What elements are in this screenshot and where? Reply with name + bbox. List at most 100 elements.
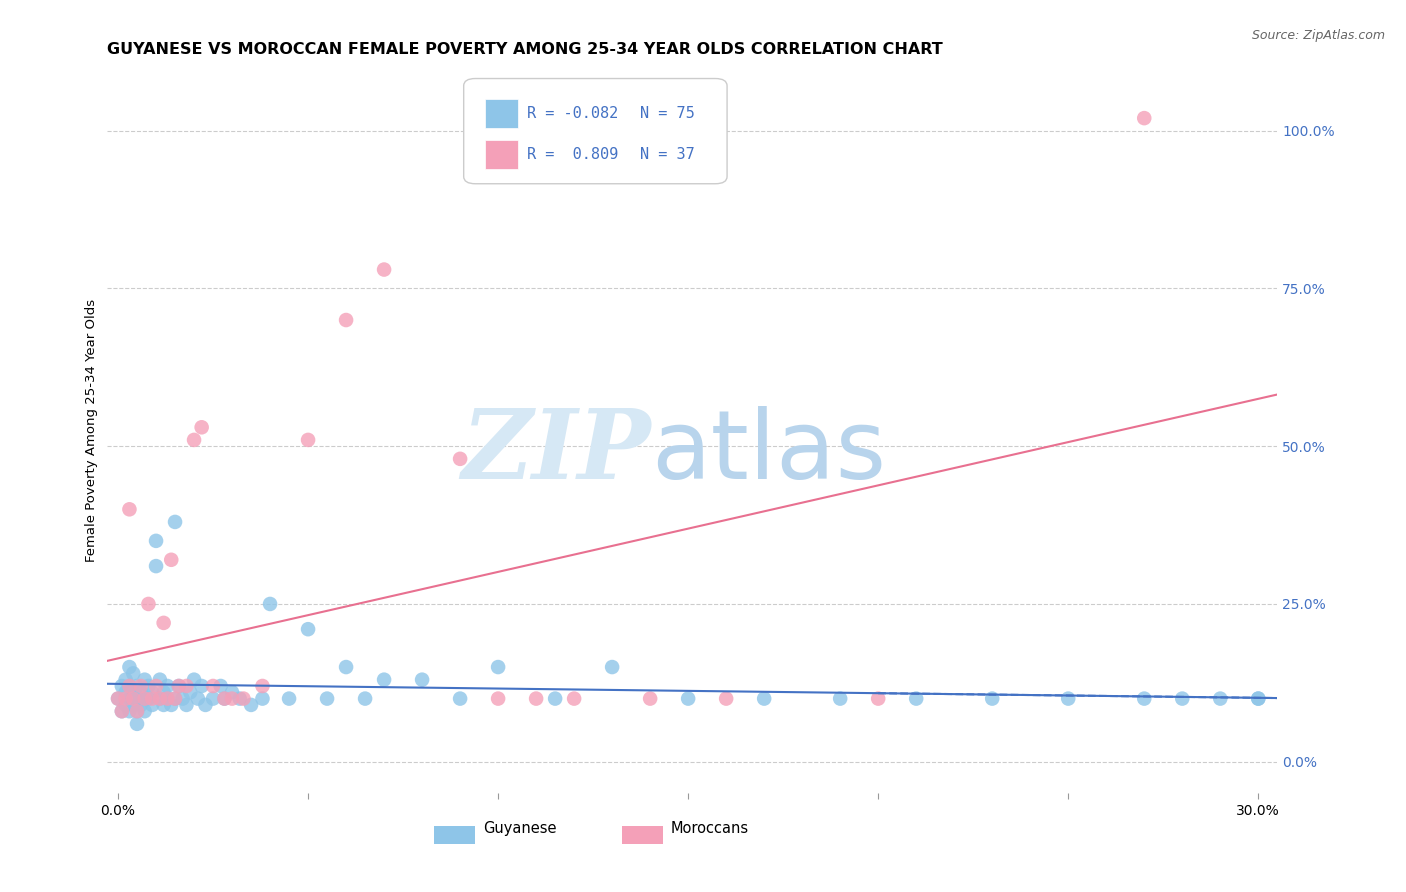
- Point: [165, 515, 187, 529]
- Point: [122, 691, 145, 706]
- Point: [141, 698, 163, 712]
- Point: [145, 533, 167, 548]
- Text: N = 75: N = 75: [641, 106, 695, 120]
- Point: [486, 660, 509, 674]
- Point: [1133, 691, 1156, 706]
- Point: [165, 691, 187, 706]
- Point: [202, 679, 225, 693]
- Point: [754, 691, 776, 706]
- Point: [1171, 691, 1194, 706]
- Point: [1247, 691, 1270, 706]
- Point: [125, 716, 148, 731]
- Point: [449, 691, 471, 706]
- Point: [129, 685, 152, 699]
- Point: [152, 615, 174, 630]
- Point: [221, 691, 243, 706]
- Point: [335, 313, 357, 327]
- Point: [232, 691, 254, 706]
- Point: [981, 691, 1004, 706]
- Point: [111, 704, 134, 718]
- Point: [638, 691, 661, 706]
- Point: [118, 502, 141, 516]
- Point: [149, 691, 172, 706]
- Point: [562, 691, 585, 706]
- Point: [114, 685, 136, 699]
- Point: [114, 673, 136, 687]
- Point: [125, 704, 148, 718]
- Text: R = -0.082: R = -0.082: [527, 106, 619, 120]
- Point: [187, 691, 209, 706]
- FancyBboxPatch shape: [464, 78, 727, 184]
- Point: [252, 679, 274, 693]
- Point: [600, 660, 623, 674]
- Point: [129, 698, 152, 712]
- Point: [160, 553, 183, 567]
- Point: [138, 679, 160, 693]
- Text: Moroccans: Moroccans: [671, 821, 749, 836]
- Bar: [434, 826, 475, 844]
- Point: [179, 685, 201, 699]
- Text: Guyanese: Guyanese: [484, 821, 557, 836]
- Point: [107, 691, 129, 706]
- Point: [138, 597, 160, 611]
- Point: [868, 691, 890, 706]
- Point: [122, 698, 145, 712]
- Point: [156, 691, 179, 706]
- Point: [145, 559, 167, 574]
- Point: [252, 691, 274, 706]
- Point: [167, 679, 190, 693]
- Text: ZIP: ZIP: [461, 405, 651, 500]
- Point: [160, 698, 183, 712]
- Point: [125, 691, 148, 706]
- Point: [544, 691, 567, 706]
- Y-axis label: Female Poverty Among 25-34 Year Olds: Female Poverty Among 25-34 Year Olds: [86, 299, 98, 562]
- Point: [1247, 691, 1270, 706]
- Point: [411, 673, 433, 687]
- Point: [1133, 111, 1156, 125]
- Point: [134, 704, 156, 718]
- Point: [176, 698, 198, 712]
- Point: [335, 660, 357, 674]
- Point: [134, 691, 156, 706]
- Point: [149, 691, 172, 706]
- Text: R =  0.809: R = 0.809: [527, 147, 619, 162]
- Point: [194, 698, 217, 712]
- Point: [134, 691, 156, 706]
- Point: [176, 679, 198, 693]
- Point: [190, 420, 212, 434]
- Point: [165, 691, 187, 706]
- Point: [125, 679, 148, 693]
- Point: [122, 666, 145, 681]
- Point: [156, 691, 179, 706]
- Point: [354, 691, 377, 706]
- Bar: [485, 99, 517, 128]
- Point: [145, 679, 167, 693]
- Point: [183, 433, 205, 447]
- Point: [122, 685, 145, 699]
- Point: [240, 698, 263, 712]
- Point: [152, 685, 174, 699]
- Point: [141, 691, 163, 706]
- Point: [228, 691, 250, 706]
- Point: [202, 691, 225, 706]
- Point: [524, 691, 547, 706]
- Point: [1057, 691, 1080, 706]
- Point: [129, 679, 152, 693]
- Point: [111, 679, 134, 693]
- Point: [111, 704, 134, 718]
- Point: [156, 679, 179, 693]
- Point: [209, 679, 232, 693]
- Point: [141, 685, 163, 699]
- Bar: [485, 140, 517, 169]
- Point: [278, 691, 301, 706]
- Point: [830, 691, 852, 706]
- Point: [167, 679, 190, 693]
- Point: [183, 673, 205, 687]
- Point: [118, 704, 141, 718]
- Text: Source: ZipAtlas.com: Source: ZipAtlas.com: [1251, 29, 1385, 42]
- Point: [190, 679, 212, 693]
- Point: [152, 698, 174, 712]
- Point: [118, 679, 141, 693]
- Text: N = 37: N = 37: [641, 147, 695, 162]
- Point: [118, 679, 141, 693]
